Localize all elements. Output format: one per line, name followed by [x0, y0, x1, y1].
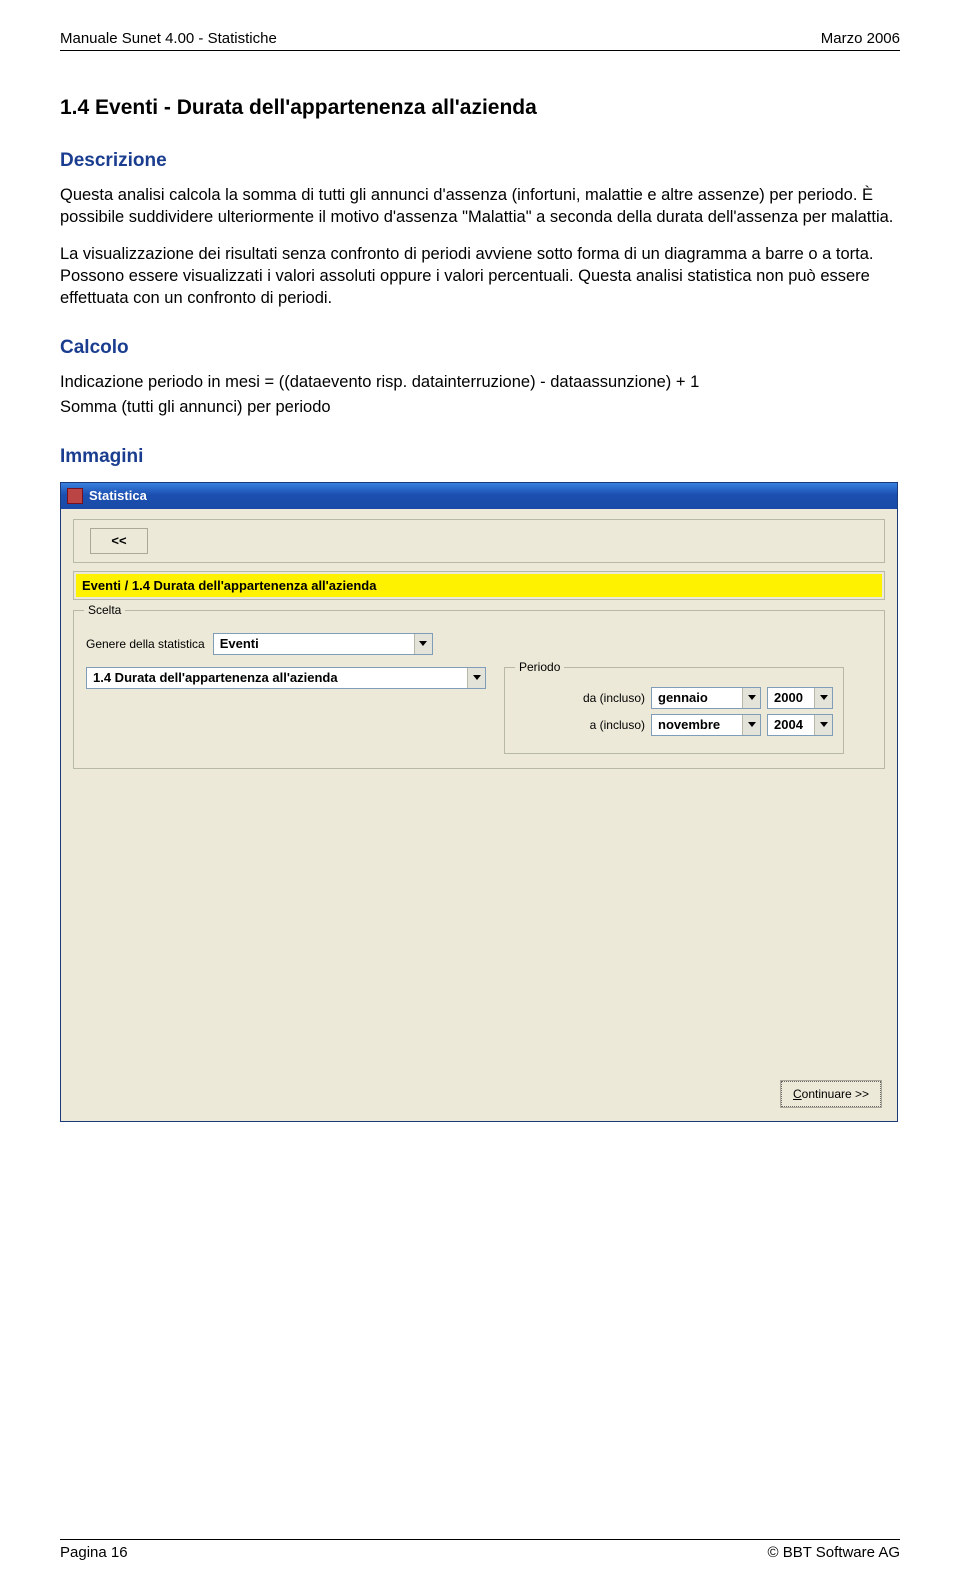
chevron-down-icon [742, 715, 760, 735]
da-month-combo[interactable]: gennaio [651, 687, 761, 709]
a-year-combo[interactable]: 2004 [767, 714, 833, 736]
back-button-label: << [111, 533, 126, 548]
periodo-a-row: a (incluso) novembre 2004 [515, 714, 833, 736]
da-label: da (incluso) [565, 691, 645, 705]
scelta-legend: Scelta [84, 603, 125, 617]
chevron-down-icon [414, 634, 432, 654]
header-left: Manuale Sunet 4.00 - Statistiche [60, 30, 277, 47]
scelta-fieldset: Scelta Genere della statistica Eventi 1 [73, 610, 885, 769]
da-year-combo[interactable]: 2000 [767, 687, 833, 709]
breadcrumb: Eventi / 1.4 Durata dell'appartenenza al… [76, 574, 882, 597]
chevron-down-icon [814, 715, 832, 735]
calcolo-line2: Somma (tutti gli annunci) per periodo [60, 396, 900, 418]
back-button[interactable]: << [90, 528, 148, 554]
a-year-value: 2004 [768, 717, 814, 732]
chevron-down-icon [742, 688, 760, 708]
calcolo-heading: Calcolo [60, 337, 900, 359]
section-title: 1.4 Eventi - Durata dell'appartenenza al… [60, 96, 900, 120]
descrizione-heading: Descrizione [60, 150, 900, 172]
window-title: Statistica [89, 488, 147, 503]
calcolo-line1: Indicazione periodo in mesi = ((dataeven… [60, 371, 900, 393]
da-month-value: gennaio [652, 690, 742, 705]
genere-row: Genere della statistica Eventi [86, 633, 872, 655]
window-titlebar: Statistica [61, 483, 897, 509]
chevron-down-icon [814, 688, 832, 708]
da-year-value: 2000 [768, 690, 814, 705]
a-month-value: novembre [652, 717, 742, 732]
periodo-fieldset: Periodo da (incluso) gennaio [504, 667, 844, 754]
chevron-down-icon [467, 668, 485, 688]
document-page: Manuale Sunet 4.00 - Statistiche Marzo 2… [0, 0, 960, 1583]
a-month-combo[interactable]: novembre [651, 714, 761, 736]
genere-value: Eventi [214, 636, 414, 651]
continue-button[interactable]: Continuare >> [781, 1081, 881, 1107]
toolbar: << [73, 519, 885, 563]
scelta-lower-row: 1.4 Durata dell'appartenenza all'azienda… [86, 667, 872, 754]
statistic-combo[interactable]: 1.4 Durata dell'appartenenza all'azienda [86, 667, 486, 689]
genere-label: Genere della statistica [86, 637, 205, 651]
screenshot-container: Statistica << Eventi / 1.4 Durata dell'a… [60, 482, 898, 1122]
page-header: Manuale Sunet 4.00 - Statistiche Marzo 2… [60, 30, 900, 51]
immagini-heading: Immagini [60, 446, 900, 468]
header-right: Marzo 2006 [821, 30, 900, 47]
app-icon [67, 488, 83, 504]
breadcrumb-bar: Eventi / 1.4 Durata dell'appartenenza al… [73, 571, 885, 600]
window-client-area: << Eventi / 1.4 Durata dell'appartenenza… [61, 509, 897, 1121]
footer-left: Pagina 16 [60, 1544, 128, 1561]
footer-right: © BBT Software AG [768, 1544, 901, 1561]
page-footer: Pagina 16 © BBT Software AG [60, 1539, 900, 1561]
descrizione-p2: La visualizzazione dei risultati senza c… [60, 243, 900, 310]
genere-combo[interactable]: Eventi [213, 633, 433, 655]
statistic-value: 1.4 Durata dell'appartenenza all'azienda [87, 670, 467, 685]
continue-label: Continuare >> [793, 1087, 869, 1101]
a-label: a (incluso) [565, 718, 645, 732]
statistica-window: Statistica << Eventi / 1.4 Durata dell'a… [60, 482, 898, 1122]
periodo-legend: Periodo [515, 660, 564, 674]
descrizione-p1: Questa analisi calcola la somma di tutti… [60, 184, 900, 229]
periodo-da-row: da (incluso) gennaio 2000 [515, 687, 833, 709]
